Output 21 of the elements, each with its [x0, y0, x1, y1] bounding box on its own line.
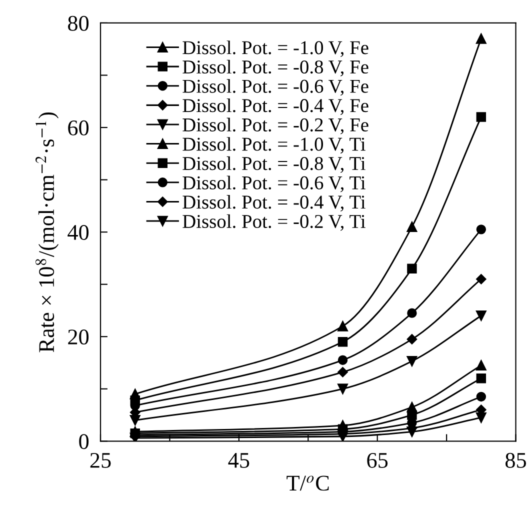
legend-label: Dissol. Pot. = -0.2 V, Fe	[182, 118, 368, 134]
x-axis-title: T/$^{o}$C	[286, 476, 329, 491]
x-tick-label: 65	[367, 452, 388, 468]
legend-label: Dissol. Pot. = -0.2 V, Ti	[182, 214, 366, 231]
legend-label: Dissol. Pot. = -0.4 V, Ti	[182, 195, 366, 212]
legend-label: Dissol. Pot. = -0.4 V, Fe	[182, 98, 368, 115]
x-tick-label: 45	[228, 453, 250, 468]
y-tick-label: 20	[68, 330, 89, 345]
y-tick-label: 80	[68, 16, 89, 31]
legend-label: Dissol. Pot. = -1.0 V, Ti	[182, 137, 366, 154]
legend-label: Dissol. Pot. = -1.0 V, Fe	[182, 40, 368, 58]
x-tick-label: 85	[506, 452, 526, 468]
x-tick-label: 25	[90, 452, 111, 468]
y-tick-label: 60	[68, 120, 89, 136]
y-tick-label: 40	[68, 224, 89, 240]
legend-label: Dissol. Pot. = -0.8 V, Fe	[182, 60, 368, 76]
y-tick-label: 0	[79, 434, 89, 450]
legend-label: Dissol. Pot. = -0.6 V, Fe	[182, 79, 368, 96]
legend-label: Dissol. Pot. = -0.6 V, Ti	[182, 176, 366, 192]
legend-label: Dissol. Pot. = -0.8 V, Ti	[182, 156, 366, 173]
y-axis-title: Rate × 10$^{8}$/(mol·cm$^{−2}$·s$^{−1}$)	[36, 112, 59, 352]
